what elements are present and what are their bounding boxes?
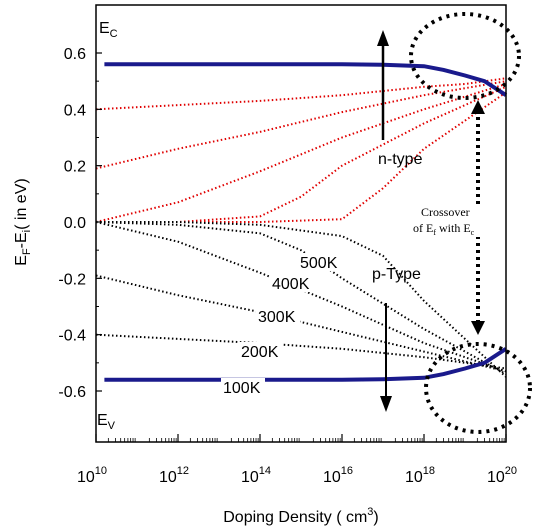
x-tick-label-1: 1012 — [159, 465, 189, 486]
crossover-arrow-up-head — [471, 100, 485, 114]
temp-label-bg-500K — [298, 253, 342, 271]
crossover-label-line2: of Ef with Ec — [413, 221, 475, 237]
p-type-series-500K — [96, 221, 507, 378]
temp-label-100K: 100K — [223, 380, 261, 397]
x-axis: 1010 1012 1014 1016 1018 1020 — [77, 434, 517, 486]
plot-frame — [95, 4, 507, 443]
temp-label-bg-400K — [270, 274, 314, 292]
y-tick-label-6: -0.6 — [58, 384, 86, 401]
p-type-arrow-head — [380, 396, 392, 412]
annotations: n-type p-Type Crossover of Ef with Ec — [372, 30, 475, 412]
crossover-arrow-down-head — [471, 321, 485, 335]
x-tick-label-0: 1010 — [77, 465, 107, 486]
y-tick-label-5: -0.4 — [58, 328, 86, 345]
y-tick-label-3: 0.0 — [64, 215, 86, 232]
n-type-arrow-head — [377, 30, 389, 46]
crossover-ellipse-top — [409, 12, 521, 100]
valence-band-line — [104, 347, 508, 382]
temp-label-300K: 300K — [258, 309, 296, 326]
temperature-labels: 100K 200K 300K 400K 500K — [221, 253, 342, 397]
n-type-series-1 — [95, 77, 507, 111]
n-type-series-5 — [96, 91, 507, 223]
x-tick-label-3: 1016 — [323, 465, 353, 486]
n-type-label: n-type — [378, 151, 423, 168]
temp-label-500K: 500K — [300, 255, 338, 272]
x-axis-title: Doping Density ( cm3) — [223, 506, 379, 526]
y-tick-label-2: 0.2 — [64, 159, 86, 176]
temp-label-bg-200K — [239, 342, 283, 360]
temp-label-bg-100K — [221, 378, 265, 396]
p-type-series-100K — [95, 333, 507, 370]
p-type-series-300K — [95, 221, 507, 373]
crossover-label-line1: Crossover — [421, 205, 470, 219]
crossover-highlights — [409, 12, 532, 434]
band-labels: EC EV — [97, 20, 118, 432]
temp-label-bg-300K — [256, 307, 300, 325]
y-axis: 0.6 0.4 0.2 0.0 -0.2 -0.4 -0.6 — [58, 46, 102, 401]
y-tick-label-1: 0.4 — [64, 102, 86, 119]
x-tick-label-4: 1018 — [405, 465, 435, 486]
temp-label-200K: 200K — [241, 344, 279, 361]
y-tick-label-0: 0.6 — [64, 46, 86, 63]
crossover-label-bg — [420, 205, 500, 237]
p-type-label: p-Type — [372, 266, 421, 283]
crossover-ellipse-bottom — [424, 342, 532, 434]
p-type-series-400K — [95, 221, 507, 375]
x-tick-label-2: 1014 — [241, 465, 271, 486]
n-type-series-4 — [96, 85, 507, 223]
x-tick-label-5: 1020 — [487, 465, 517, 486]
conduction-band-line — [104, 62, 508, 97]
y-axis-title: EF-Ei( in eV) — [13, 178, 33, 265]
y-tick-label-4: -0.2 — [58, 271, 86, 288]
ev-label: EV — [97, 412, 116, 432]
temp-label-400K: 400K — [272, 276, 310, 293]
n-type-series-3 — [95, 83, 507, 223]
ec-label: EC — [99, 20, 118, 40]
